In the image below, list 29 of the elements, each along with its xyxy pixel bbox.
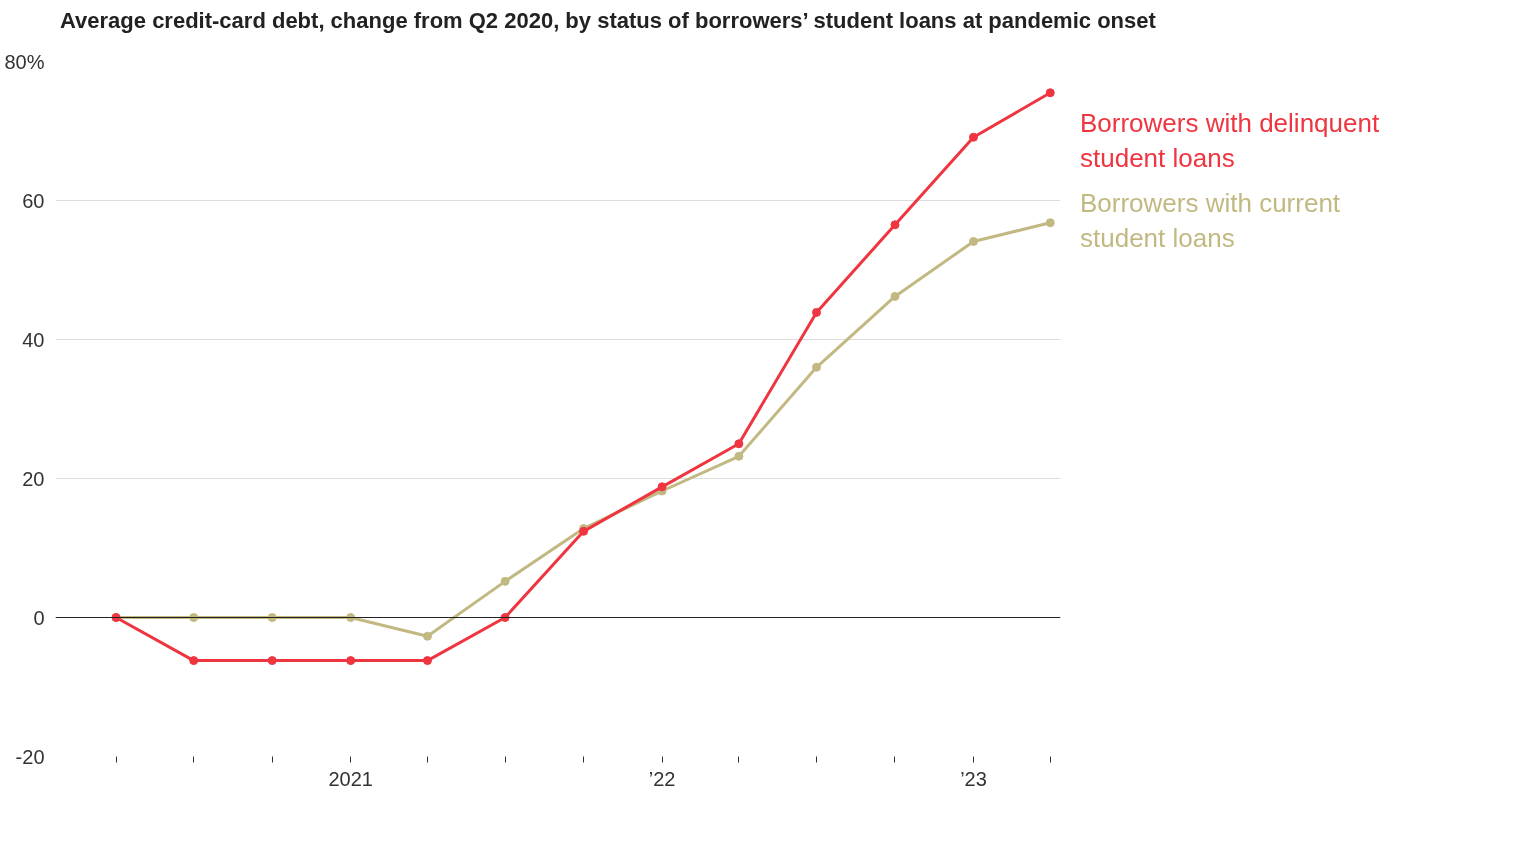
series-label: Borrowers with delinquent student loans [1080, 107, 1381, 176]
y-tick-label: 80% [4, 50, 45, 73]
point [422, 631, 432, 641]
y-tick-label: 0 [33, 606, 45, 629]
x-tick-label: 2021 [328, 767, 373, 790]
point [734, 439, 744, 449]
y-tick-label: 60 [22, 189, 45, 212]
point [657, 482, 667, 492]
point [1045, 218, 1055, 228]
y-tick-label: -20 [15, 745, 45, 768]
y-tick-label: 40 [22, 328, 45, 351]
point [890, 220, 900, 230]
series-label: Borrowers with current student loans [1080, 187, 1342, 256]
point [422, 656, 432, 666]
point [734, 451, 744, 461]
point [812, 307, 821, 317]
point [968, 237, 978, 246]
point [267, 656, 277, 666]
point [346, 656, 356, 666]
point [189, 656, 199, 666]
point [890, 291, 900, 301]
point [1045, 88, 1055, 98]
point [500, 576, 510, 586]
chart-title: Average credit-card debt, change from Q2 2020, by status of borrowers’ student loans at pandemic onset [60, 7, 1156, 35]
y-tick-label: 20 [22, 467, 45, 490]
x-tick-label: ’22 [648, 767, 676, 790]
point [812, 362, 821, 372]
x-tick-label: ’23 [960, 767, 987, 790]
point [968, 132, 978, 142]
